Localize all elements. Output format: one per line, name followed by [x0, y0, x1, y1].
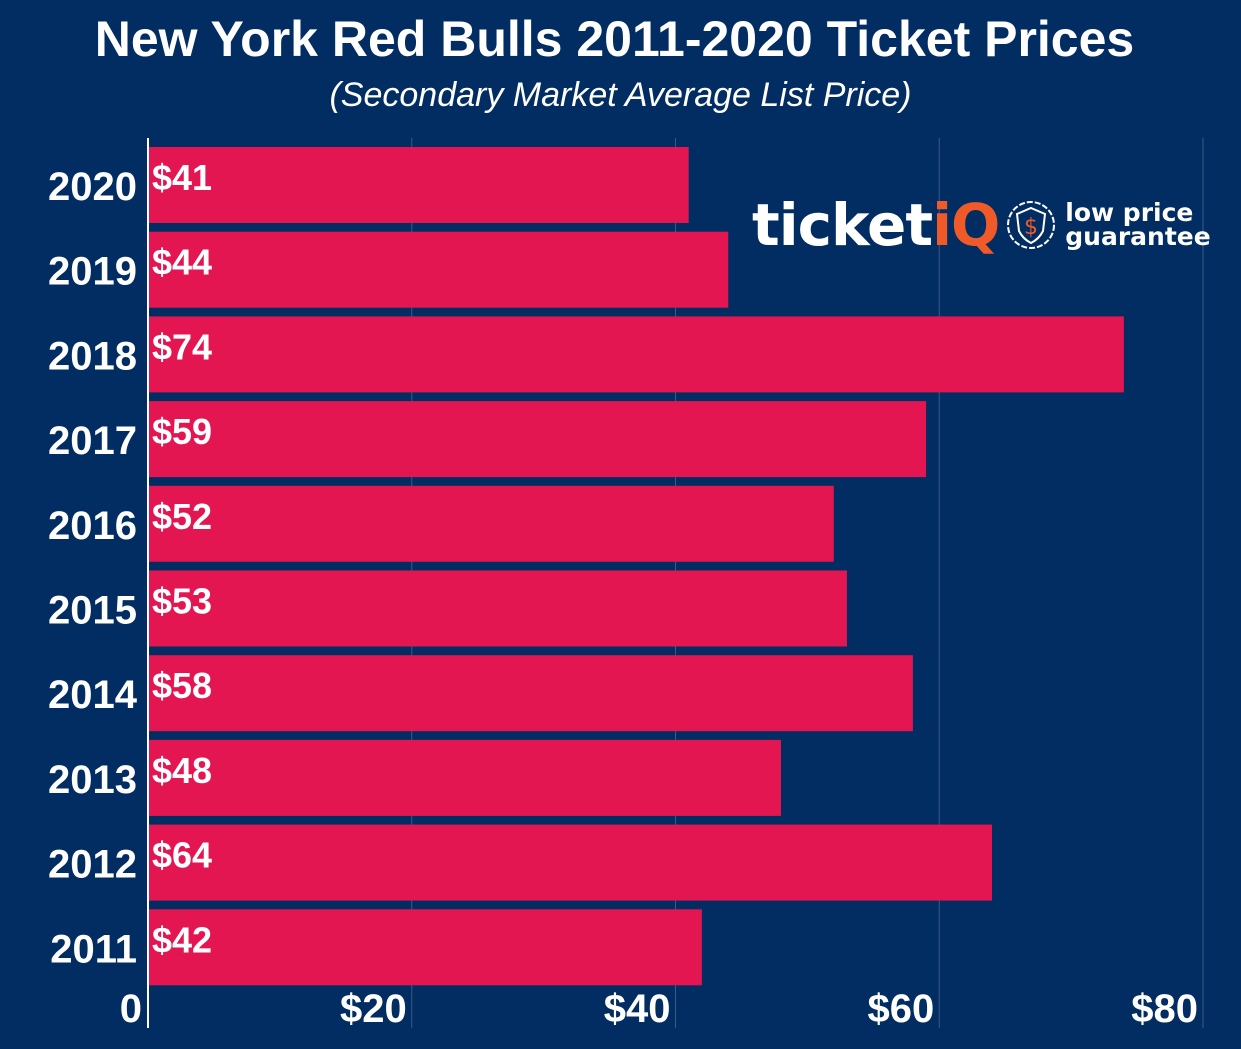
data-label: $44	[152, 242, 212, 283]
bar	[149, 655, 913, 732]
data-label: $53	[152, 581, 212, 622]
logo-brand: ticketiQ	[752, 191, 1000, 259]
bar	[149, 739, 781, 816]
x-tick-label: $80	[1131, 987, 1198, 1031]
bar	[149, 909, 702, 986]
x-tick-label: $20	[340, 987, 407, 1031]
data-label: $42	[152, 919, 212, 960]
x-tick-label: $40	[604, 987, 671, 1031]
y-tick-label: 2015	[48, 589, 137, 633]
chart-title: New York Red Bulls 2011-2020 Ticket Pric…	[94, 11, 1135, 67]
bar	[149, 231, 729, 308]
data-label: $58	[152, 665, 212, 706]
y-tick-label: 2014	[48, 673, 138, 717]
y-tick-label: 2016	[48, 504, 137, 548]
data-label: $52	[152, 496, 212, 537]
bar	[149, 570, 847, 647]
bar	[149, 485, 834, 562]
logo-brand-main: ticket	[752, 191, 933, 259]
y-tick-label: 2013	[48, 758, 137, 802]
data-label: $59	[152, 411, 212, 452]
data-label: $64	[152, 835, 212, 876]
x-tick-label: 0	[120, 987, 142, 1031]
y-tick-label: 2011	[50, 927, 137, 971]
bar	[149, 147, 689, 223]
bar	[149, 316, 1124, 393]
ticketiq-logo: ticketiQ $ low price guarantee	[752, 190, 1211, 260]
data-label: $74	[152, 326, 212, 367]
tagline-line-1: low price	[1065, 198, 1194, 227]
bar	[149, 824, 992, 901]
shield-dollar-icon: $	[1007, 201, 1056, 249]
y-tick-label: 2012	[48, 843, 137, 887]
bar	[149, 401, 927, 478]
data-label: $48	[152, 750, 212, 791]
tagline-line-2: guarantee	[1065, 222, 1211, 251]
logo-tagline: low price guarantee	[1065, 198, 1211, 251]
y-tick-label: 2020	[48, 165, 137, 209]
logo-brand-accent: iQ	[932, 191, 1000, 259]
y-tick-label: 2019	[48, 250, 137, 294]
y-tick-label: 2017	[48, 419, 137, 463]
y-tick-label: 2018	[48, 334, 137, 378]
svg-text:$: $	[1024, 215, 1038, 240]
chart-subtitle: (Secondary Market Average List Price)	[329, 76, 912, 114]
x-tick-label: $60	[868, 987, 935, 1031]
data-label: $41	[152, 157, 212, 198]
